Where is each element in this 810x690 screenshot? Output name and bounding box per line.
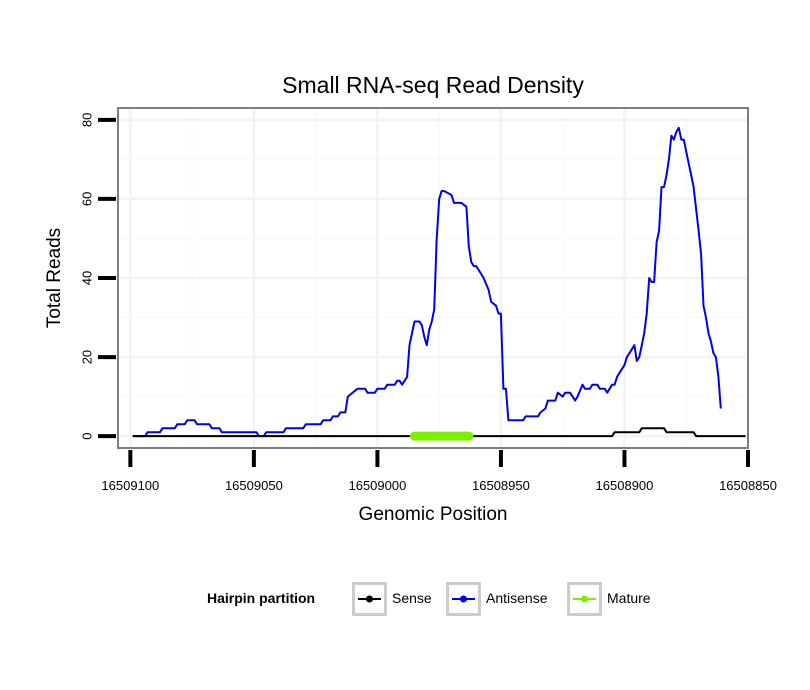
legend-label-antisense: Antisense xyxy=(486,590,548,606)
legend-key-dot xyxy=(366,595,373,603)
x-axis-title: Genomic Position xyxy=(359,504,508,525)
y-tick-label: 80 xyxy=(80,113,95,127)
chart-title: Small RNA-seq Read Density xyxy=(282,72,584,98)
legend-label-mature: Mature xyxy=(607,590,651,606)
x-tick-label: 16509050 xyxy=(225,478,283,493)
legend: Hairpin partition Sense Antisense Mature xyxy=(207,582,651,616)
y-tick-label: 60 xyxy=(80,192,95,206)
legend-key-dot xyxy=(460,595,467,603)
axes: 16509100 16509050 16509000 16508950 16508900… xyxy=(80,113,777,493)
y-tick-label: 0 xyxy=(80,433,95,440)
x-tick-label: 16508850 xyxy=(719,478,777,493)
x-tick-label: 16508900 xyxy=(596,478,654,493)
series-sense-line xyxy=(132,427,746,438)
x-tick-label: 16509100 xyxy=(101,478,159,493)
legend-label-sense: Sense xyxy=(392,590,432,606)
y-tick-label: 20 xyxy=(80,350,95,364)
legend-title: Hairpin partition xyxy=(207,590,315,606)
y-axis-title: Total Reads xyxy=(44,228,65,328)
x-tick-label: 16508950 xyxy=(472,478,530,493)
series-layer xyxy=(132,126,746,441)
legend-key-dot xyxy=(581,595,588,603)
series-antisense-line xyxy=(132,126,722,438)
grid-lines xyxy=(118,108,750,448)
x-tick-label: 16509000 xyxy=(348,478,406,493)
y-tick-label: 40 xyxy=(80,271,95,285)
plot-panel-border xyxy=(117,107,749,449)
